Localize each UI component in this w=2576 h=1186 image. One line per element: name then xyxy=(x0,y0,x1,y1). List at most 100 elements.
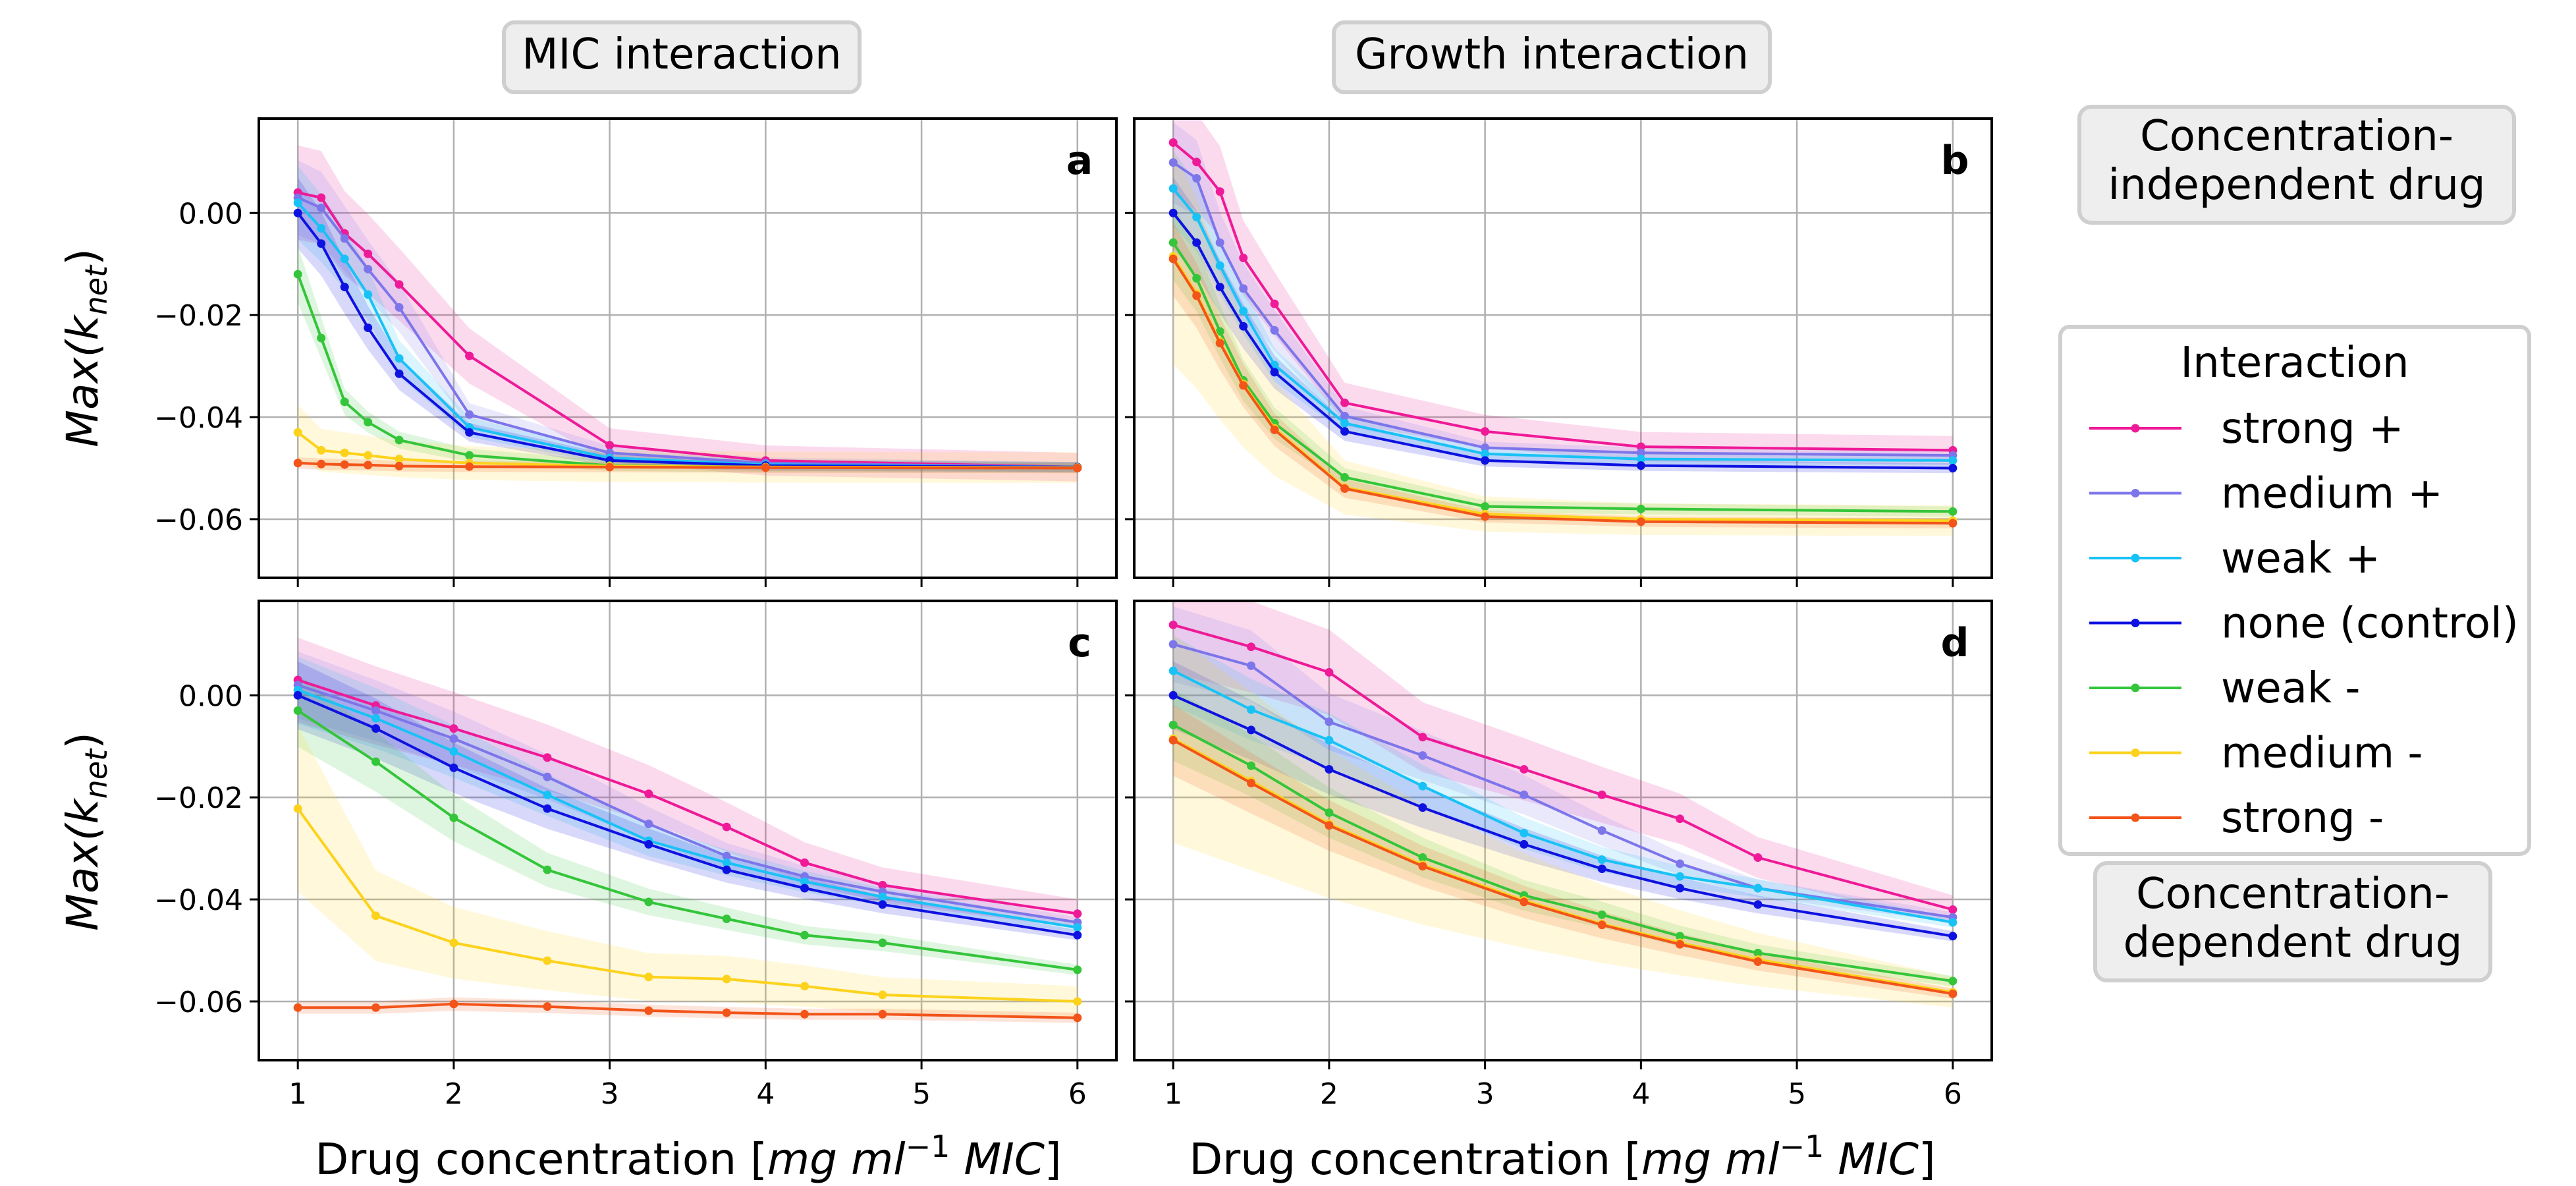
data-point-medium xyxy=(1597,826,1606,835)
plot-area xyxy=(293,145,1082,483)
data-point-none-control xyxy=(1168,691,1178,700)
legend-marker-weak xyxy=(2131,553,2140,563)
data-point-medium xyxy=(317,445,326,455)
x-label-prefix: Drug concentration [ xyxy=(315,1134,767,1185)
data-point-weak xyxy=(1948,918,1958,927)
data-point-medium xyxy=(1325,718,1334,727)
data-point-weak xyxy=(293,269,302,279)
data-point-strong xyxy=(644,789,653,799)
axes-frame xyxy=(258,117,1118,579)
panel-letter: a xyxy=(1066,138,1093,184)
data-point-weak xyxy=(1325,808,1334,817)
plot-area xyxy=(1168,119,1958,536)
data-point-medium xyxy=(1676,859,1685,868)
data-point-none-control xyxy=(543,804,552,813)
y-tick-label: −0.06 xyxy=(154,503,243,537)
data-point-medium xyxy=(1168,158,1178,167)
data-point-strong xyxy=(1636,517,1645,526)
side-label-dependent-line2: dependent drug xyxy=(2124,918,2463,967)
data-point-weak xyxy=(449,747,458,756)
data-point-strong xyxy=(1948,905,1958,915)
data-point-strong xyxy=(1676,814,1685,824)
x-tick-label: 4 xyxy=(756,1077,775,1111)
data-point-weak xyxy=(1520,828,1529,837)
x-tick-label: 1 xyxy=(288,1077,307,1111)
y-label-close: ) xyxy=(57,248,108,266)
data-point-none-control xyxy=(293,691,302,700)
data-point-weak xyxy=(543,790,552,799)
data-point-medium xyxy=(1247,661,1256,670)
data-point-none-control xyxy=(1597,864,1606,874)
data-point-none-control xyxy=(1753,900,1763,909)
data-point-strong xyxy=(1192,157,1201,167)
y-tick-label: −0.02 xyxy=(154,781,243,815)
data-point-strong xyxy=(644,1006,653,1015)
data-point-weak xyxy=(1636,455,1645,464)
data-point-weak xyxy=(1481,502,1490,511)
data-point-weak xyxy=(1597,910,1606,919)
col-title-mic: MIC interaction xyxy=(502,20,862,94)
data-point-strong xyxy=(1636,442,1645,451)
data-point-strong xyxy=(1418,862,1427,871)
data-point-none-control xyxy=(1192,238,1201,247)
panel-letter: d xyxy=(1941,620,1969,666)
data-point-medium xyxy=(722,851,731,861)
data-point-medium xyxy=(644,973,653,982)
data-point-medium xyxy=(644,819,653,828)
legend-label-strong: strong - xyxy=(2221,794,2384,843)
data-point-medium xyxy=(395,303,404,312)
data-point-medium xyxy=(364,264,373,273)
x-tick-label: 5 xyxy=(912,1077,931,1111)
data-point-weak xyxy=(1247,705,1256,714)
band-weak- xyxy=(298,674,1078,975)
x-tick-label: 3 xyxy=(1476,1077,1494,1111)
data-point-medium xyxy=(371,706,381,716)
data-point-medium xyxy=(1481,443,1490,453)
data-point-medium xyxy=(1418,751,1427,760)
y-label-close: ) xyxy=(57,732,108,749)
data-point-strong xyxy=(1247,642,1256,652)
y-tick-label: 0.00 xyxy=(178,679,243,713)
side-label-dependent-line1: Concentration- xyxy=(2136,870,2450,918)
data-point-medium xyxy=(1168,640,1178,649)
side-label-independent-line1: Concentration- xyxy=(2140,112,2453,161)
data-point-weak xyxy=(722,914,731,923)
x-tick-label: 4 xyxy=(1631,1077,1650,1111)
data-point-weak xyxy=(1753,948,1763,957)
data-point-weak xyxy=(395,436,404,445)
data-point-weak xyxy=(449,813,458,822)
x-tick-label: 6 xyxy=(1944,1077,1962,1111)
y-axis-label-top: Max(knet) xyxy=(57,248,114,447)
data-point-none-control xyxy=(317,239,326,248)
band-weak- xyxy=(1173,689,1953,986)
x-label-close: ] xyxy=(1919,1134,1936,1185)
y-label-sub: net xyxy=(78,264,114,315)
data-point-weak xyxy=(371,714,381,723)
legend-marker-strong xyxy=(2131,424,2140,433)
data-point-none-control xyxy=(340,283,349,292)
x-axis-label-right: Drug concentration [mg ml−1 MIC] xyxy=(1189,1129,1935,1185)
data-point-strong xyxy=(1340,484,1350,493)
data-point-weak xyxy=(1168,666,1178,675)
y-label-sub: net xyxy=(78,748,114,799)
panel-d: 1 2 3 4 5 6 d xyxy=(1125,600,1993,1111)
data-point-strong xyxy=(1948,989,1958,998)
data-point-strong xyxy=(761,463,770,472)
data-point-weak xyxy=(1948,456,1958,465)
data-point-weak xyxy=(364,290,373,299)
x-label-mic: MIC xyxy=(950,1134,1044,1185)
x-label-exp: −1 xyxy=(1780,1129,1824,1164)
data-point-none-control xyxy=(1247,725,1256,735)
data-point-strong xyxy=(1481,512,1490,521)
data-point-weak xyxy=(371,757,381,766)
data-point-weak xyxy=(800,877,809,886)
data-point-weak xyxy=(1597,855,1606,864)
data-point-none-control xyxy=(1481,456,1490,465)
data-point-strong xyxy=(1073,1013,1082,1023)
data-point-weak xyxy=(317,333,326,343)
panel-a: 0.00 −0.02 −0.04 −0.06 a xyxy=(154,117,1118,587)
x-label-units: mg ml xyxy=(1641,1134,1780,1185)
data-point-weak xyxy=(1215,327,1224,336)
data-point-none-control xyxy=(1676,884,1685,893)
